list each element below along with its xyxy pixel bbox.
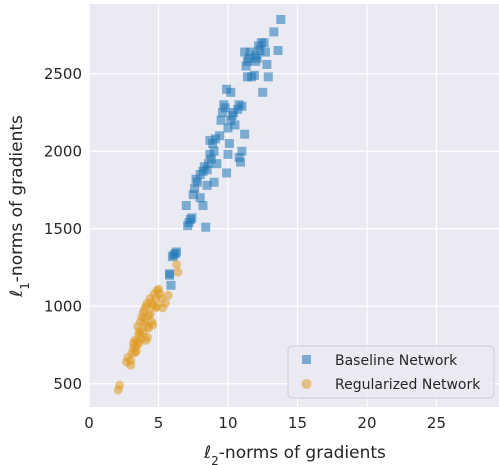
- baseline-point: [209, 146, 219, 156]
- baseline-point: [223, 149, 233, 159]
- legend-label-baseline: Baseline Network: [335, 353, 458, 369]
- regularized-point: [172, 259, 182, 269]
- baseline-point: [217, 108, 227, 117]
- baseline-point: [240, 129, 250, 139]
- x-tick-label: 0: [84, 414, 94, 432]
- baseline-point: [237, 146, 247, 156]
- baseline-point: [184, 218, 194, 228]
- baseline-point: [191, 174, 201, 184]
- x-axis-label: ℓ2-norms of gradients: [203, 443, 386, 465]
- baseline-point: [241, 61, 251, 71]
- baseline-point: [251, 56, 261, 66]
- baseline-point: [204, 159, 214, 169]
- baseline-point: [202, 180, 212, 190]
- regularized-point: [173, 267, 183, 277]
- regularized-series: [113, 259, 183, 395]
- baseline-point: [230, 120, 240, 130]
- baseline-point: [224, 139, 234, 148]
- regularized-point: [140, 314, 150, 324]
- baseline-point: [245, 47, 255, 57]
- baseline-point: [190, 183, 200, 193]
- baseline-point: [181, 201, 191, 210]
- x-tick-label: 20: [357, 414, 376, 432]
- baseline-point: [198, 201, 208, 210]
- regularized-point: [147, 317, 157, 327]
- y-tick-label: 1000: [44, 297, 82, 315]
- legend-box: [287, 345, 495, 399]
- regularized-point: [163, 290, 173, 300]
- y-tick-label: 2500: [44, 65, 82, 83]
- x-tick-label: 15: [288, 414, 307, 432]
- baseline-point: [263, 72, 273, 82]
- baseline-point: [206, 154, 216, 164]
- y-tick-label: 1500: [44, 220, 82, 238]
- baseline-point: [234, 152, 244, 162]
- x-tick-label: 25: [427, 414, 446, 432]
- baseline-point: [249, 70, 259, 80]
- baseline-point: [165, 269, 175, 279]
- baseline-point: [212, 159, 222, 169]
- regularized-point: [130, 348, 140, 358]
- x-tick-label: 5: [154, 414, 164, 432]
- baseline-point: [261, 47, 271, 57]
- baseline-point: [240, 47, 250, 57]
- y-tick-label: 500: [53, 375, 82, 393]
- baseline-point: [242, 72, 252, 82]
- plot-area: [89, 4, 499, 407]
- baseline-point: [235, 157, 245, 167]
- baseline-point: [195, 193, 205, 203]
- regularized-point: [158, 303, 168, 313]
- legend-square-marker: [302, 355, 311, 364]
- baseline-point: [276, 15, 286, 24]
- x-axis-ticks: 0 5 10 15 20 25: [84, 414, 446, 432]
- baseline-point: [215, 131, 225, 141]
- baseline-point: [209, 177, 219, 187]
- baseline-point: [222, 84, 232, 94]
- legend-circle-marker: [301, 379, 312, 389]
- baseline-point: [201, 222, 211, 232]
- baseline-point: [170, 249, 180, 259]
- y-axis-label: ℓ1-norms of gradients: [7, 115, 32, 298]
- baseline-point: [244, 53, 254, 63]
- y-tick-label: 2000: [44, 142, 82, 160]
- baseline-point: [216, 115, 226, 125]
- baseline-point: [220, 103, 230, 113]
- baseline-point: [222, 168, 232, 178]
- baseline-point: [223, 123, 233, 133]
- x-tick-label: 10: [218, 414, 237, 432]
- regularized-point: [145, 294, 155, 303]
- baseline-point: [226, 115, 236, 125]
- baseline-point: [166, 280, 176, 290]
- baseline-point: [273, 46, 283, 55]
- legend: Baseline Network Regularized Network: [287, 345, 495, 399]
- regularized-point: [126, 360, 136, 370]
- regularized-point: [115, 380, 125, 390]
- baseline-point: [205, 135, 215, 145]
- baseline-point: [237, 101, 247, 111]
- baseline-point: [187, 213, 197, 223]
- baseline-point: [258, 87, 268, 97]
- baseline-series: [165, 15, 286, 290]
- baseline-point: [269, 27, 279, 37]
- legend-label-regularized: Regularized Network: [335, 377, 481, 393]
- baseline-point: [188, 190, 198, 200]
- regularized-point: [135, 326, 145, 336]
- regularized-point: [142, 332, 152, 342]
- y-axis-ticks: 500 1000 1500 2000 2500: [44, 65, 82, 393]
- baseline-point: [259, 38, 269, 48]
- baseline-point: [255, 46, 265, 55]
- baseline-point: [262, 59, 272, 69]
